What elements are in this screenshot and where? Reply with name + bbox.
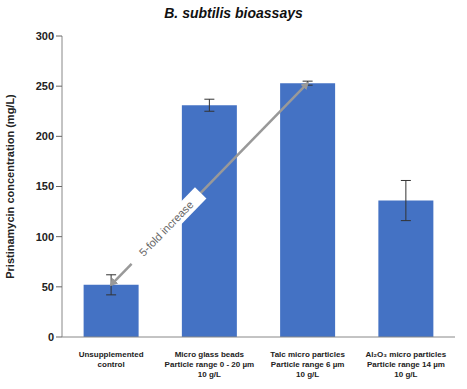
svg-text:50: 50 [42,281,54,293]
svg-text:300: 300 [36,30,54,42]
svg-text:Al₂O₃ micro particlesParticle: Al₂O₃ micro particlesParticle range 14 µ… [366,350,447,379]
svg-text:Unsupplementedcontrol: Unsupplementedcontrol [79,350,144,369]
svg-text:Pristinamycin concentration (m: Pristinamycin concentration (mg/L) [4,94,16,279]
svg-text:250: 250 [36,80,54,92]
svg-text:Micro glass beadsParticle rang: Micro glass beadsParticle range 0 - 20 µ… [165,350,255,379]
svg-text:Talc micro particlesParticle r: Talc micro particlesParticle range 6 µm1… [270,350,345,379]
html-text:B. subtilis bioassays: B. subtilis bioassays [164,5,303,21]
svg-text:200: 200 [36,130,54,142]
svg-text:0: 0 [48,331,54,343]
svg-text:100: 100 [36,231,54,243]
svg-text:5-fold increase: 5-fold increase [137,198,196,258]
svg-text:150: 150 [36,180,54,192]
